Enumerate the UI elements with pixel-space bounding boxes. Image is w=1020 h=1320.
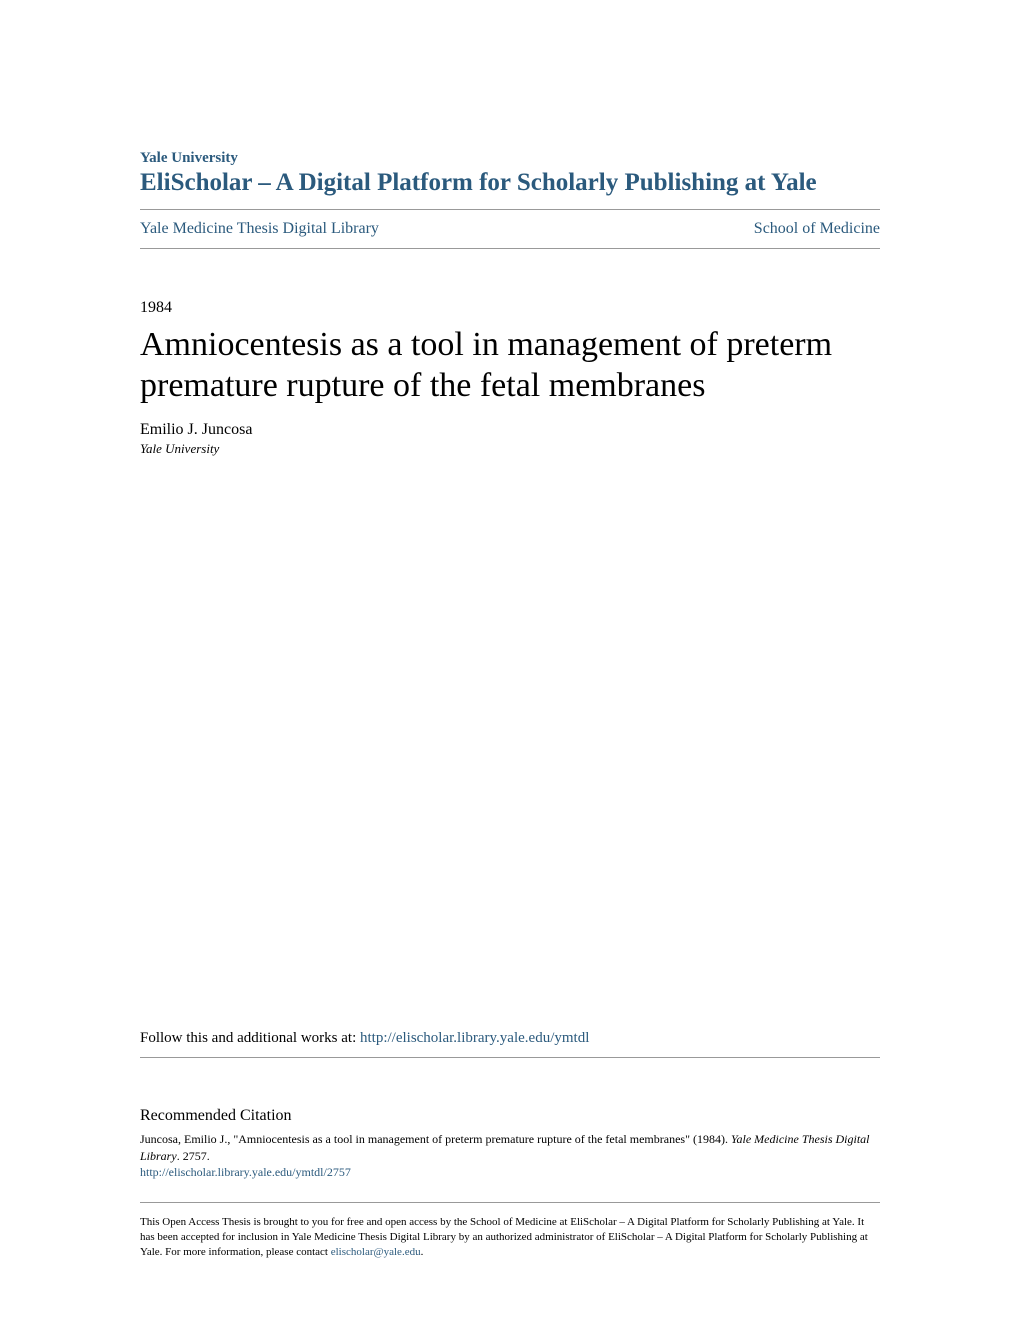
citation-url-link[interactable]: http://elischolar.library.yale.edu/ymtdl… bbox=[140, 1165, 880, 1180]
author-name: Emilio J. Juncosa bbox=[140, 421, 880, 439]
breadcrumb-collection-link[interactable]: Yale Medicine Thesis Digital Library bbox=[140, 220, 379, 238]
citation-author-part: Juncosa, Emilio J., "Amniocentesis as a … bbox=[140, 1132, 731, 1146]
header-divider bbox=[140, 209, 880, 210]
header-section: Yale University EliScholar – A Digital P… bbox=[140, 150, 880, 249]
document-title: Amniocentesis as a tool in management of… bbox=[140, 325, 880, 407]
footer-divider bbox=[140, 1202, 880, 1203]
citation-section: Recommended Citation Juncosa, Emilio J.,… bbox=[140, 1107, 880, 1180]
breadcrumb-school-link[interactable]: School of Medicine bbox=[754, 220, 880, 238]
follow-prefix: Follow this and additional works at: bbox=[140, 1030, 360, 1046]
follow-divider bbox=[140, 1057, 880, 1058]
breadcrumb-divider bbox=[140, 248, 880, 249]
footer-text-part2: . bbox=[421, 1246, 424, 1258]
citation-number: . 2757. bbox=[177, 1149, 210, 1163]
breadcrumb-row: Yale Medicine Thesis Digital Library Sch… bbox=[140, 220, 880, 238]
author-affiliation: Yale University bbox=[140, 441, 880, 457]
follow-url-link[interactable]: http://elischolar.library.yale.edu/ymtdl bbox=[360, 1030, 589, 1046]
footer-text-part1: This Open Access Thesis is brought to yo… bbox=[140, 1216, 868, 1258]
platform-name[interactable]: EliScholar – A Digital Platform for Scho… bbox=[140, 169, 880, 197]
citation-heading: Recommended Citation bbox=[140, 1107, 880, 1125]
footer-email-link[interactable]: elischolar@yale.edu bbox=[331, 1246, 421, 1258]
footer-section: This Open Access Thesis is brought to yo… bbox=[140, 1192, 880, 1260]
university-name[interactable]: Yale University bbox=[140, 150, 880, 167]
follow-text: Follow this and additional works at: htt… bbox=[140, 1030, 880, 1047]
footer-text: This Open Access Thesis is brought to yo… bbox=[140, 1215, 880, 1260]
follow-section: Follow this and additional works at: htt… bbox=[140, 1030, 880, 1070]
publication-year: 1984 bbox=[140, 299, 880, 317]
citation-body: Juncosa, Emilio J., "Amniocentesis as a … bbox=[140, 1131, 880, 1165]
